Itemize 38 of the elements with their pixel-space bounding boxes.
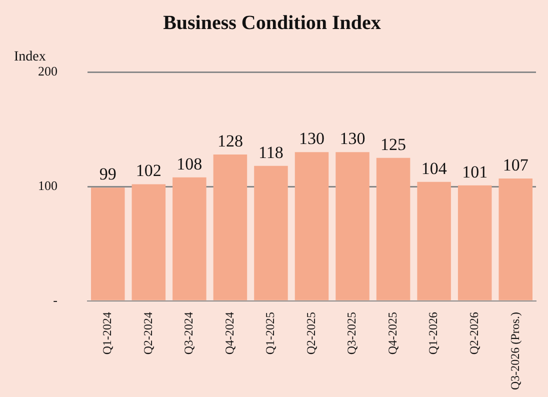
data-label: 130 bbox=[299, 129, 324, 148]
bar bbox=[254, 166, 288, 300]
bar bbox=[132, 184, 166, 300]
bar bbox=[172, 177, 206, 300]
data-label: 102 bbox=[136, 161, 162, 180]
x-tick-label: Q2-2024 bbox=[140, 312, 155, 355]
x-tick-label: Q2-2026 bbox=[466, 312, 481, 355]
y-tick-label: 100 bbox=[38, 178, 58, 193]
data-label: 99 bbox=[99, 164, 116, 184]
x-tick-label: Q1-2024 bbox=[100, 312, 114, 355]
bar bbox=[336, 152, 370, 300]
data-label: 108 bbox=[176, 154, 202, 174]
data-label: 125 bbox=[380, 134, 406, 154]
x-tick-label: Q2-2025 bbox=[304, 312, 318, 355]
x-tick-label: Q3-2025 bbox=[344, 312, 359, 355]
data-label: 130 bbox=[340, 129, 366, 148]
bar bbox=[294, 152, 329, 300]
x-tick-label: Q3-2026 (Pros.) bbox=[508, 312, 522, 390]
x-tick-label: Q3-2024 bbox=[182, 312, 196, 355]
x-tick-label: Q4-2025 bbox=[385, 312, 400, 355]
bar bbox=[91, 188, 125, 300]
bar bbox=[498, 178, 532, 300]
x-tick-label: Q4-2024 bbox=[222, 312, 236, 355]
y-axis-title: Index bbox=[14, 50, 46, 65]
y-tick-label: - bbox=[53, 292, 58, 308]
bar bbox=[417, 182, 451, 300]
chart-title: Business Condition Index bbox=[163, 12, 381, 34]
bar bbox=[376, 158, 410, 300]
data-label: 118 bbox=[258, 142, 284, 162]
data-label: 101 bbox=[462, 162, 488, 182]
data-label: 128 bbox=[217, 131, 243, 150]
y-tick-label: 200 bbox=[38, 63, 58, 78]
x-tick-label: Q1-2025 bbox=[263, 312, 278, 355]
x-tick-label: Q1-2026 bbox=[426, 312, 440, 355]
bar bbox=[213, 154, 248, 300]
bar bbox=[458, 185, 492, 300]
data-label: 107 bbox=[502, 155, 529, 174]
data-label: 104 bbox=[421, 158, 448, 178]
